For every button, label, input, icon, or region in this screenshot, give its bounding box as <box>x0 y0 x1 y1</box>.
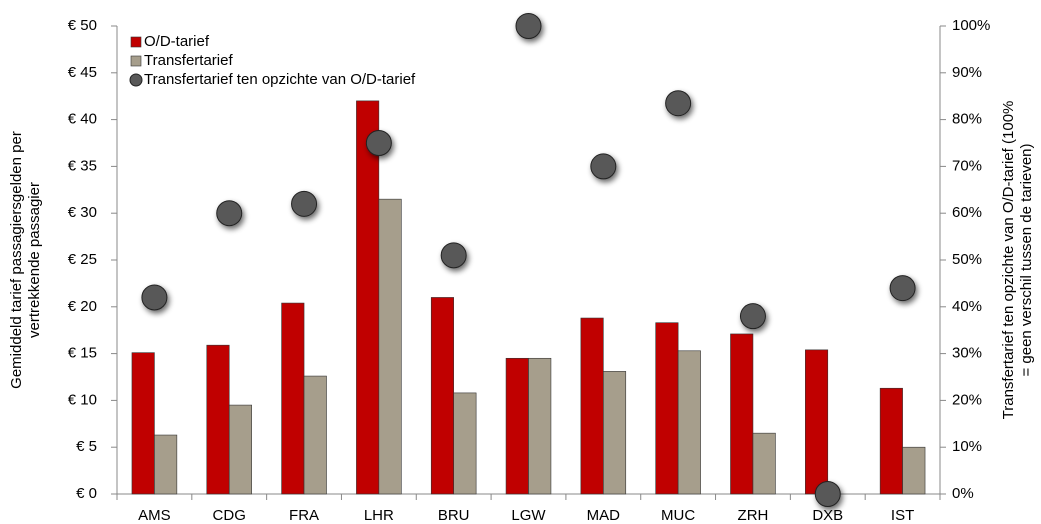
y-tick-label: € 20 <box>68 298 97 315</box>
y2-tick-label: 60% <box>952 204 982 221</box>
bar <box>281 302 305 495</box>
bar <box>805 349 829 495</box>
point <box>365 130 392 156</box>
bar <box>752 432 776 495</box>
point <box>739 303 766 330</box>
x-tick-label: BRU <box>438 507 470 524</box>
y2-tick-label: 0% <box>952 485 974 502</box>
bar <box>730 333 754 495</box>
y2-tick-label: 10% <box>952 438 982 455</box>
y-tick-label: € 50 <box>68 17 97 34</box>
bar <box>430 297 454 495</box>
point <box>665 90 692 117</box>
legend-marker <box>130 36 142 48</box>
y2-tick-label: 100% <box>952 17 990 34</box>
point <box>216 200 243 227</box>
bar <box>356 100 380 495</box>
bar <box>303 375 327 495</box>
y2-axis-title: Transfertarief ten opzichte van O/D-tari… <box>1000 101 1035 420</box>
legend-label: Transfertarief <box>144 52 233 69</box>
point <box>291 190 318 217</box>
y2-tick-label: 50% <box>952 251 982 268</box>
y-tick-label: € 45 <box>68 64 97 81</box>
x-tick-label: MUC <box>661 507 695 524</box>
x-tick-label: FRA <box>289 507 319 524</box>
y-tick-label: € 40 <box>68 111 97 128</box>
y-tick-label: € 5 <box>76 438 97 455</box>
bar <box>528 357 552 495</box>
x-tick-label: MAD <box>587 507 621 524</box>
y-tick-label: € 15 <box>68 345 97 362</box>
x-tick-label: LHR <box>364 507 394 524</box>
x-tick-label: LGW <box>511 507 546 524</box>
bar <box>655 322 679 495</box>
y2-axis-title-line: Transfertarief ten opzichte van O/D-tari… <box>1000 101 1017 420</box>
bar <box>131 352 155 495</box>
y2-tick-label: 70% <box>952 157 982 174</box>
point <box>440 242 467 269</box>
bar <box>154 434 178 495</box>
x-tick-label: IST <box>891 507 914 524</box>
y-tick-label: € 0 <box>76 485 97 502</box>
y2-tick-label: 30% <box>952 345 982 362</box>
legend-marker <box>130 55 142 67</box>
legend-box <box>127 32 497 92</box>
bar <box>879 387 903 495</box>
x-tick-label: CDG <box>213 507 246 524</box>
bar <box>505 357 529 495</box>
bar <box>206 344 230 495</box>
bar <box>228 404 252 495</box>
y-tick-label: € 10 <box>68 391 97 408</box>
y2-tick-label: 40% <box>952 298 982 315</box>
y-axis-title-line: Gemiddeld tarief passagiersgelden per <box>8 131 25 389</box>
x-tick-label: AMS <box>138 507 171 524</box>
point <box>515 13 542 39</box>
bar <box>453 392 477 495</box>
x-tick-label: ZRH <box>738 507 769 524</box>
bar <box>580 317 604 495</box>
point <box>141 284 168 311</box>
y-tick-label: € 25 <box>68 251 97 268</box>
bar <box>603 371 627 495</box>
point <box>814 481 841 507</box>
y2-axis-title-line: = geen verschil tussen de tarieven) <box>1018 143 1035 376</box>
y2-tick-label: 80% <box>952 111 982 128</box>
point <box>590 153 617 180</box>
y2-tick-label: 20% <box>952 391 982 408</box>
bar <box>902 446 926 495</box>
legend-label: Transfertarief ten opzichte van O/D-tari… <box>144 71 416 88</box>
y-axis-title-line: vertrekkende passagier <box>26 182 43 338</box>
x-tick-label: DXB <box>812 507 843 524</box>
y-axis-title: Gemiddeld tarief passagiersgelden perver… <box>8 131 43 389</box>
y-tick-label: € 35 <box>68 157 97 174</box>
point <box>889 275 916 302</box>
bar <box>378 198 402 495</box>
y2-tick-label: 90% <box>952 64 982 81</box>
legend-marker <box>129 73 143 87</box>
y-tick-label: € 30 <box>68 204 97 221</box>
legend-label: O/D-tarief <box>144 33 210 50</box>
bar <box>677 350 701 495</box>
